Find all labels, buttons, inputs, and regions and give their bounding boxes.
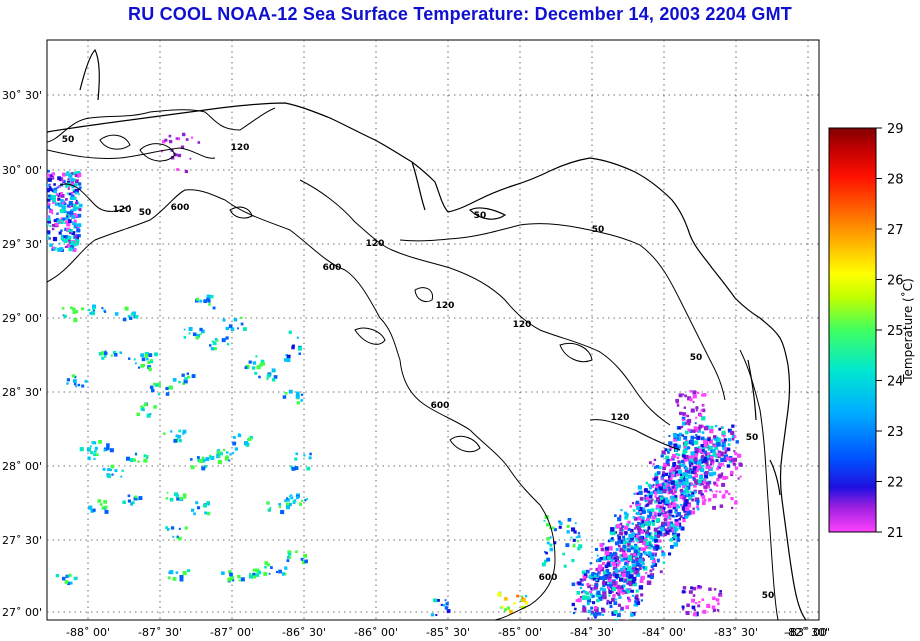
contour-inner-8 xyxy=(414,287,434,303)
contour-50-main xyxy=(399,223,726,401)
colorbar-tick-label: 21 xyxy=(887,526,904,541)
longitude-tick-label: -85˚ 00' xyxy=(498,626,542,639)
latitude-tick-label: 30˚ 00' xyxy=(2,164,42,177)
bathymetry-contours xyxy=(47,107,779,620)
colorbar-tick-label: 29 xyxy=(887,122,904,137)
contour-inner-5 xyxy=(99,134,131,150)
contour-inner-3 xyxy=(449,435,481,453)
latitude-tick-label: 27˚ 30' xyxy=(2,534,42,547)
contour-label: 50 xyxy=(690,353,703,363)
longitude-tick-label: -83˚ 00' xyxy=(786,626,830,639)
contour-600-west xyxy=(47,189,226,283)
colorbar-tick-label: 27 xyxy=(887,223,904,238)
colorbar-tick-label: 25 xyxy=(887,324,904,339)
colorbar-tick-label: 22 xyxy=(887,476,904,491)
longitude-tick-label: -87˚ 00' xyxy=(210,626,254,639)
contour-label: 600 xyxy=(323,263,342,273)
longitude-tick-label: -84˚ 00' xyxy=(642,626,686,639)
contour-label: 600 xyxy=(431,401,450,411)
contour-inner-4 xyxy=(559,343,593,363)
longitude-tick-label: -88˚ 00' xyxy=(66,626,110,639)
contour-label: 600 xyxy=(171,203,190,213)
coastline-panhandle xyxy=(47,102,807,620)
latitude-tick-label: 29˚ 30' xyxy=(2,238,42,251)
contour-label: 120 xyxy=(231,143,250,153)
latitude-tick-label: 27˚ 00' xyxy=(2,606,42,619)
contour-label: 120 xyxy=(611,413,630,423)
contour-600-main xyxy=(224,199,556,620)
contour-label: 120 xyxy=(513,320,532,330)
contour-120-west xyxy=(47,147,216,159)
contour-label: 50 xyxy=(62,135,75,145)
longitude-tick-label: -86˚ 00' xyxy=(354,626,398,639)
latitude-tick-label: 30˚ 30' xyxy=(2,89,42,102)
contour-label: 120 xyxy=(113,205,132,215)
longitude-tick-label: -83˚ 30' xyxy=(714,626,758,639)
graticule xyxy=(47,40,819,620)
colorbar-tick-label: 26 xyxy=(887,274,904,289)
colorbar: 29 28 27 26 25 24 23 22 21 Temperature (˚C) xyxy=(828,122,915,541)
latitude-axis: 30˚ 30' 30˚ 00' 29˚ 30' 29˚ 00' 28˚ 30' 28˚ 0… xyxy=(2,89,42,619)
contour-50-coast xyxy=(739,349,779,620)
map-title: RU COOL NOAA-12 Sea Surface Temperature:… xyxy=(128,4,792,24)
colorbar-label: Temperature (˚C) xyxy=(900,278,915,383)
latitude-tick-label: 29˚ 00' xyxy=(2,312,42,325)
coastline-bay-1 xyxy=(79,48,100,101)
contour-labels: 50 120 50 600 120 50 600 120 120 120 50 600 50 120 50 6… xyxy=(62,135,775,601)
longitude-tick-label: -82˚ 30' xyxy=(784,626,828,639)
coastline-keys xyxy=(747,359,757,421)
plot-frame xyxy=(46,39,820,621)
longitude-tick-label: -86˚ 30' xyxy=(282,626,326,639)
latitude-tick-label: 28˚ 00' xyxy=(2,460,42,473)
contour-label: 50 xyxy=(762,591,775,601)
contour-label: 600 xyxy=(539,573,558,583)
colorbar-tick-label: 23 xyxy=(887,425,904,440)
colorbar-ticks: 29 28 27 26 25 24 23 22 21 xyxy=(876,122,904,541)
contour-inner-1 xyxy=(59,183,131,212)
contour-50-west xyxy=(47,107,276,143)
contour-label: 120 xyxy=(366,239,385,249)
contour-label: 50 xyxy=(474,211,487,221)
sst-data-layer xyxy=(47,132,743,620)
contour-inner-6 xyxy=(139,143,176,162)
contour-label: 50 xyxy=(746,433,759,443)
latitude-tick-label: 28˚ 30' xyxy=(2,386,42,399)
colorbar-tick-label: 28 xyxy=(887,173,904,188)
contour-inner-2 xyxy=(354,327,386,345)
longitude-tick-label: -87˚ 30' xyxy=(138,626,182,639)
colorbar-tick-label: 24 xyxy=(887,375,904,390)
contour-label: 50 xyxy=(592,225,605,235)
colorbar-gradient xyxy=(828,127,877,533)
coastline-apalachee xyxy=(411,161,426,211)
contour-120-main xyxy=(299,179,671,426)
coastline-bay-2 xyxy=(468,207,507,220)
coastline-tampa xyxy=(769,459,781,496)
longitude-tick-label: -84˚ 30' xyxy=(570,626,614,639)
contour-label: 120 xyxy=(436,301,455,311)
contour-120-south xyxy=(589,419,681,451)
longitude-tick-label: -85˚ 30' xyxy=(426,626,470,639)
coastline xyxy=(47,48,807,620)
contour-label: 50 xyxy=(139,208,152,218)
contour-inner-7 xyxy=(229,206,253,219)
longitude-axis: -88˚ 00' -87˚ 30' -87˚ 00' -86˚ 30' -86˚ 00'… xyxy=(66,626,830,639)
